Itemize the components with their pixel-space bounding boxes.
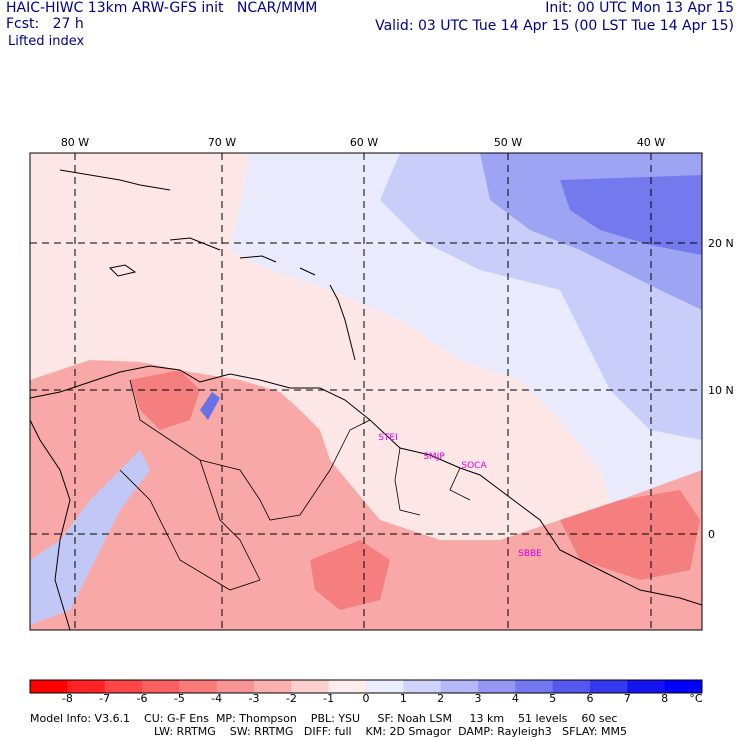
lon-label-60w: 60 W [350, 136, 378, 149]
coastline-caribbean-islands [59, 169, 356, 361]
colorbar-swatch [179, 680, 218, 693]
colorbar-swatch [254, 680, 292, 693]
colorbar [29, 679, 703, 694]
field-name: Lifted index [8, 34, 85, 49]
colorbar-frame [29, 679, 703, 694]
coastline-pacific [30, 419, 71, 630]
country-borders [119, 379, 471, 591]
colorbar-label: -4 [211, 692, 223, 705]
colorbar-swatch [366, 680, 404, 693]
colorbar-label: 1 [399, 692, 407, 705]
colorbar-swatch [291, 680, 330, 693]
graticule [30, 153, 702, 630]
colorbar-swatch [552, 680, 591, 693]
colorbar-label: -8 [61, 692, 73, 705]
colorbar-label: -6 [136, 692, 148, 705]
colorbar-label: -7 [99, 692, 111, 705]
forecast-value: 27 h [52, 16, 84, 32]
colorbar-swatch [328, 680, 367, 693]
colorbar-label: 6 [586, 692, 594, 705]
station-stei: STEI [378, 433, 398, 443]
lon-label-40w: 40 W [637, 136, 665, 149]
colorbar-label: 8 [661, 692, 669, 705]
andes-stable [30, 450, 150, 625]
lat-label-10n: 10 N [708, 384, 734, 397]
colorbar-label: 7 [623, 692, 631, 705]
map-frame [29, 152, 703, 631]
init-time: Init: 00 UTC Mon 13 Apr 15 [545, 0, 734, 16]
model-info-line2: LW: RRTMG SW: RRTMG DIFF: full KM: 2D Sm… [154, 725, 627, 738]
colorbar-label: -3 [248, 692, 260, 705]
lon-label-70w: 70 W [208, 136, 236, 149]
colorbar-swatch [142, 680, 180, 693]
lat-label-0: 0 [708, 528, 715, 541]
model-info-line1: Model Info: V3.6.1 CU: G-F Ens MP: Thomp… [30, 712, 618, 725]
colorbar-swatch [216, 680, 255, 693]
stable-region-core [560, 175, 702, 255]
station-smjp: SMJP [423, 452, 445, 462]
colorbar-label: 4 [511, 692, 519, 705]
forecast-label: Fcst: [6, 16, 40, 32]
colorbar-swatch [627, 680, 666, 693]
colorbar-swatch [30, 680, 68, 693]
colorbar-swatch [590, 680, 628, 693]
gulf-stable [200, 392, 220, 420]
colorbar-label: 3 [474, 692, 482, 705]
colorbar-swatch [67, 680, 106, 693]
model-title: HAIC-HIWC 13km ARW-GFS init NCAR/MMM [6, 0, 318, 16]
lat-label-20n: 20 N [708, 237, 734, 250]
station-soca: SOCA [461, 461, 487, 471]
colorbar-label: -5 [173, 692, 185, 705]
colorbar-swatch [664, 680, 703, 693]
colorbar-swatch [515, 680, 554, 693]
coastline-south-america [30, 365, 702, 606]
unstable-core-east [560, 490, 700, 580]
colorbar-label: -2 [285, 692, 297, 705]
colorbar-label: 2 [437, 692, 445, 705]
lon-label-50w: 50 W [494, 136, 522, 149]
unstable-core-south [310, 540, 390, 610]
lon-label-80w: 80 W [61, 136, 89, 149]
colorbar-swatch [478, 680, 516, 693]
valid-time: Valid: 03 UTC Tue 14 Apr 15 (00 LST Tue … [375, 18, 734, 34]
colorbar-label: 0 [362, 692, 370, 705]
colorbar-label: -1 [323, 692, 335, 705]
unstable-core [130, 370, 200, 430]
colorbar-label: °C [689, 692, 703, 705]
forecast-hour: Fcst: 27 h [6, 16, 84, 32]
colorbar-label: 5 [549, 692, 557, 705]
unstable-land [30, 360, 702, 630]
colorbar-swatch [440, 680, 479, 693]
colorbar-swatch [104, 680, 143, 693]
colorbar-swatch [403, 680, 442, 693]
station-sbbe: SBBE [518, 549, 542, 559]
